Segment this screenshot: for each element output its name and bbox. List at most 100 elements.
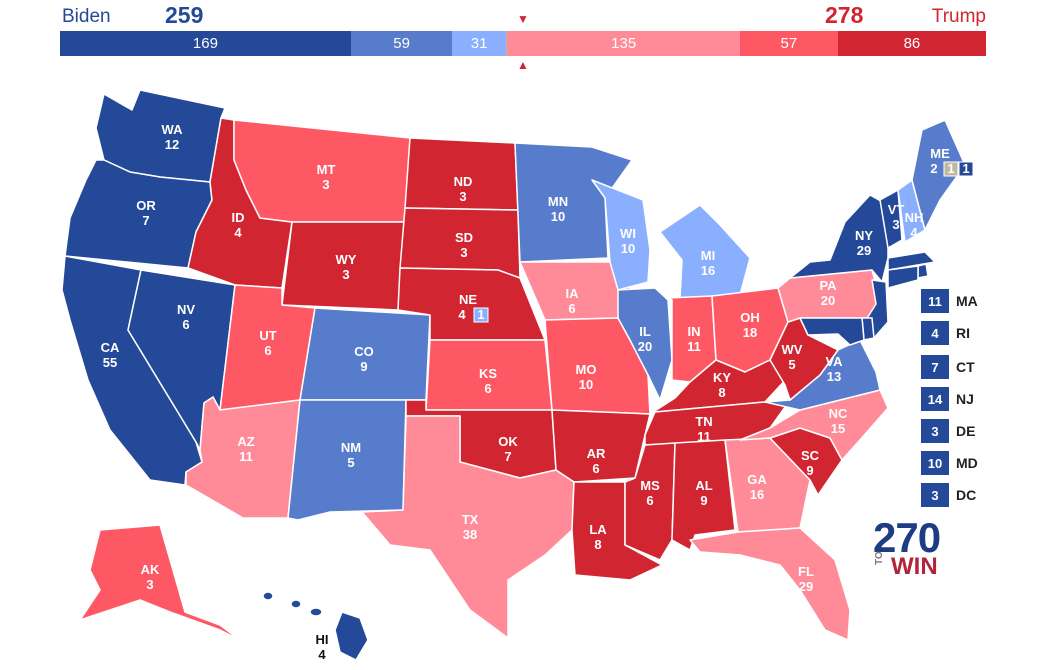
state-ev-wi: 10 xyxy=(621,241,635,256)
state-ny[interactable] xyxy=(789,194,889,283)
state-vt[interactable] xyxy=(879,189,903,249)
rep-candidate-name: Trump xyxy=(931,6,986,27)
state-ev-oh: 18 xyxy=(743,325,757,340)
state-label-id: ID xyxy=(232,210,245,225)
small-state-ev-dc[interactable]: 3 xyxy=(920,482,950,508)
state-nc[interactable] xyxy=(739,389,889,461)
state-ev-wa: 12 xyxy=(165,137,179,152)
state-ev-nc: 15 xyxy=(831,421,845,436)
state-ev-id: 4 xyxy=(234,225,242,240)
state-label-nd: ND xyxy=(454,174,473,189)
state-label-ga: GA xyxy=(747,472,767,487)
state-ev-nv: 6 xyxy=(182,317,189,332)
state-hi[interactable] xyxy=(334,611,369,661)
small-state-abbr-nj: NJ xyxy=(956,391,974,407)
ev-bar-segment: 57 xyxy=(739,31,838,56)
state-label-mn: MN xyxy=(548,194,568,209)
state-label-az: AZ xyxy=(237,434,254,449)
state-ev-ok: 7 xyxy=(504,449,511,464)
state-tx[interactable] xyxy=(361,415,575,639)
state-ev-mt: 3 xyxy=(322,177,329,192)
state-label-pa: PA xyxy=(819,278,837,293)
state-label-il: IL xyxy=(639,324,651,339)
state-label-ok: OK xyxy=(498,434,518,449)
state-ev-sd: 3 xyxy=(460,245,467,260)
ev-bar-segment: 1 xyxy=(505,31,508,56)
district-ev-ne: 1 xyxy=(477,307,484,322)
state-label-vt: VT xyxy=(888,202,905,217)
state-ma[interactable] xyxy=(887,251,936,271)
ev-bar-segment: 31 xyxy=(452,31,506,56)
rep-electoral-total: 278 xyxy=(825,2,864,28)
state-label-tn: TN xyxy=(695,414,712,429)
state-ev-or: 7 xyxy=(142,213,149,228)
small-state-ev-ma[interactable]: 11 xyxy=(920,288,950,314)
small-state-ev-ct[interactable]: 7 xyxy=(920,354,950,380)
state-label-wa: WA xyxy=(162,122,184,137)
small-state-ev-nj[interactable]: 14 xyxy=(920,386,950,412)
state-ev-nm: 5 xyxy=(347,455,354,470)
state-ev-nh: 4 xyxy=(910,225,918,240)
state-ak[interactable] xyxy=(79,524,241,641)
state-ev-mo: 10 xyxy=(579,377,593,392)
district-box-ne[interactable] xyxy=(473,307,489,323)
state-label-va: VA xyxy=(825,354,843,369)
hawaii-island[interactable] xyxy=(309,607,323,617)
hawaii-island[interactable] xyxy=(262,591,274,601)
state-il[interactable] xyxy=(617,287,673,401)
state-label-hi: HI xyxy=(316,632,329,647)
state-label-ks: KS xyxy=(479,366,497,381)
logo-win: WIN xyxy=(891,553,938,580)
state-mi[interactable] xyxy=(659,204,751,299)
state-label-ar: AR xyxy=(587,446,606,461)
district-box-me-1[interactable] xyxy=(943,161,959,177)
state-ev-ia: 6 xyxy=(568,301,575,316)
state-label-nh: NH xyxy=(905,210,924,225)
small-state-ev-de[interactable]: 3 xyxy=(920,418,950,444)
hawaii-island[interactable] xyxy=(290,599,302,609)
state-ev-la: 8 xyxy=(594,537,601,552)
small-state-abbr-ma: MA xyxy=(956,293,978,309)
ev-bar-segment: 169 xyxy=(60,31,351,56)
state-fl[interactable] xyxy=(689,527,851,641)
small-state-ev-ri[interactable]: 4 xyxy=(920,320,950,346)
state-ev-tn: 11 xyxy=(697,429,711,444)
state-label-nv: NV xyxy=(177,302,195,317)
state-label-la: LA xyxy=(589,522,607,537)
state-ev-hi: 4 xyxy=(318,647,326,662)
state-label-me: ME xyxy=(930,146,950,161)
state-ev-ca: 55 xyxy=(103,355,117,370)
state-ev-wv: 5 xyxy=(788,357,795,372)
state-label-al: AL xyxy=(695,478,712,493)
district-box-me-2[interactable] xyxy=(958,161,974,177)
state-ev-fl: 29 xyxy=(799,579,813,594)
state-ev-ne: 4 xyxy=(458,307,466,322)
majority-marker-bottom-icon: ▲ xyxy=(517,58,529,72)
dem-electoral-total: 259 xyxy=(165,2,204,28)
state-label-ut: UT xyxy=(259,328,276,343)
district-ev-me-2: 1 xyxy=(962,161,969,176)
state-ev-ak: 3 xyxy=(146,577,153,592)
state-ev-me: 2 xyxy=(930,161,937,176)
state-ri[interactable] xyxy=(917,263,929,279)
state-ct[interactable] xyxy=(887,265,919,289)
state-ev-nd: 3 xyxy=(459,189,466,204)
small-state-abbr-md: MD xyxy=(956,455,978,471)
state-md[interactable] xyxy=(799,317,865,346)
small-state-abbr-ri: RI xyxy=(956,325,970,341)
state-ev-co: 9 xyxy=(360,359,367,374)
state-label-mi: MI xyxy=(701,248,715,263)
state-label-ky: KY xyxy=(713,370,731,385)
state-ev-vt: 3 xyxy=(892,217,899,232)
state-label-or: OR xyxy=(136,198,156,213)
state-wi[interactable] xyxy=(591,179,651,291)
state-ev-ar: 6 xyxy=(592,461,599,476)
state-label-fl: FL xyxy=(798,564,814,579)
small-state-ev-md[interactable]: 10 xyxy=(920,450,950,476)
state-ev-az: 11 xyxy=(239,449,253,464)
state-label-ms: MS xyxy=(640,478,660,493)
state-ev-ms: 6 xyxy=(646,493,653,508)
state-label-tx: TX xyxy=(462,512,479,527)
state-label-mt: MT xyxy=(317,162,336,177)
state-ev-va: 13 xyxy=(827,369,841,384)
